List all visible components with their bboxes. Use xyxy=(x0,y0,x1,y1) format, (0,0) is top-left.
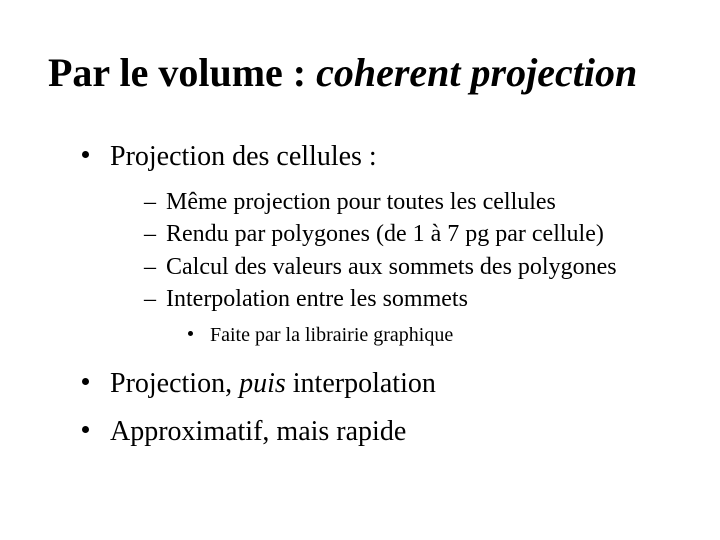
bullet-1: Projection des cellules : xyxy=(48,138,672,176)
disc-bullet-icon xyxy=(188,331,193,336)
disc-bullet-icon xyxy=(82,378,89,385)
disc-bullet-icon xyxy=(82,426,89,433)
title-prefix: Par le volume : xyxy=(48,50,316,95)
slide: Par le volume : coherent projection Proj… xyxy=(0,0,720,540)
bullet-1-sub-2-text: Rendu par polygones (de 1 à 7 pg par cel… xyxy=(166,221,604,247)
bullet-2: Projection, puis interpolation xyxy=(48,365,672,403)
bullet-2-italic: puis xyxy=(239,368,286,399)
bullet-1-subgroup: – Même projection pour toutes les cellul… xyxy=(48,186,672,350)
dash-bullet-icon: – xyxy=(144,283,156,315)
bullet-2-pre: Projection, xyxy=(110,368,239,399)
bullet-3: Approximatif, mais rapide xyxy=(48,413,672,451)
bullet-2-post: interpolation xyxy=(286,368,436,399)
disc-bullet-icon xyxy=(82,151,89,158)
bullet-1-sub-4-sub-text: Faite par la librairie graphique xyxy=(210,324,453,346)
bullet-1-sub-1-text: Même projection pour toutes les cellules xyxy=(166,189,556,215)
slide-title: Par le volume : coherent projection xyxy=(48,50,672,96)
title-italic: coherent projection xyxy=(316,50,637,95)
bullet-1-sub-2: – Rendu par polygones (de 1 à 7 pg par c… xyxy=(48,218,672,250)
dash-bullet-icon: – xyxy=(144,251,156,283)
bullet-1-sub-1: – Même projection pour toutes les cellul… xyxy=(48,186,672,218)
dash-bullet-icon: – xyxy=(144,186,156,218)
dash-bullet-icon: – xyxy=(144,218,156,250)
bullet-1-sub-4-sub: Faite par la librairie graphique xyxy=(48,321,672,349)
bullet-1-sub-4-text: Interpolation entre les sommets xyxy=(166,286,468,312)
bullet-1-sub-4: – Interpolation entre les sommets xyxy=(48,283,672,315)
bullet-1-sub-3: – Calcul des valeurs aux sommets des pol… xyxy=(48,251,672,283)
bullet-1-text: Projection des cellules : xyxy=(110,141,377,172)
bullet-1-sub-3-text: Calcul des valeurs aux sommets des polyg… xyxy=(166,254,617,280)
bullet-3-text: Approximatif, mais rapide xyxy=(110,416,406,447)
